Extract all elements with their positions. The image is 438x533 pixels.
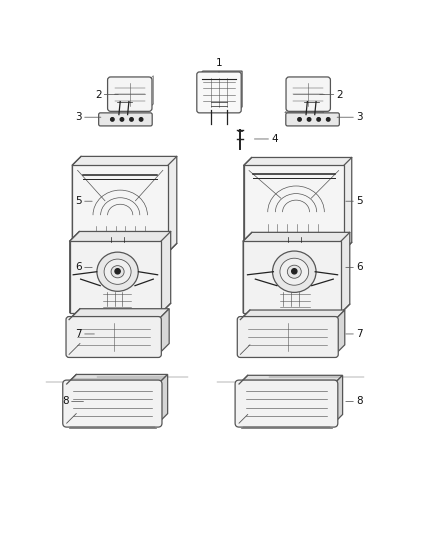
Polygon shape xyxy=(70,241,161,313)
Text: 7: 7 xyxy=(356,329,363,339)
Circle shape xyxy=(317,118,321,121)
Text: 4: 4 xyxy=(271,134,278,144)
Ellipse shape xyxy=(97,252,138,292)
Polygon shape xyxy=(323,80,327,112)
FancyBboxPatch shape xyxy=(63,380,162,427)
Ellipse shape xyxy=(280,258,309,285)
FancyBboxPatch shape xyxy=(108,77,152,111)
FancyBboxPatch shape xyxy=(99,113,152,126)
Text: 5: 5 xyxy=(356,196,363,206)
Polygon shape xyxy=(244,157,352,250)
Circle shape xyxy=(139,118,143,121)
Circle shape xyxy=(326,118,330,121)
Text: 7: 7 xyxy=(75,329,82,339)
Ellipse shape xyxy=(104,259,131,284)
Polygon shape xyxy=(72,156,177,252)
Text: 2: 2 xyxy=(95,90,102,100)
Polygon shape xyxy=(199,71,242,110)
Ellipse shape xyxy=(111,265,124,278)
FancyBboxPatch shape xyxy=(235,380,338,427)
Text: 6: 6 xyxy=(356,262,363,272)
FancyBboxPatch shape xyxy=(237,317,338,358)
Circle shape xyxy=(307,118,311,121)
FancyBboxPatch shape xyxy=(286,77,330,111)
Polygon shape xyxy=(158,375,168,423)
FancyBboxPatch shape xyxy=(197,72,241,113)
Ellipse shape xyxy=(287,265,301,278)
Polygon shape xyxy=(243,232,350,313)
Circle shape xyxy=(298,118,301,121)
Circle shape xyxy=(115,269,120,274)
Polygon shape xyxy=(111,104,153,108)
FancyBboxPatch shape xyxy=(286,113,339,126)
Text: 2: 2 xyxy=(336,90,343,100)
FancyBboxPatch shape xyxy=(66,317,161,358)
Polygon shape xyxy=(335,310,345,354)
Circle shape xyxy=(111,118,114,121)
Polygon shape xyxy=(239,375,343,384)
Circle shape xyxy=(120,118,124,121)
Polygon shape xyxy=(67,375,168,384)
Text: 5: 5 xyxy=(75,196,82,206)
Text: 1: 1 xyxy=(215,59,223,68)
Text: 8: 8 xyxy=(356,397,363,407)
Polygon shape xyxy=(285,108,327,112)
Polygon shape xyxy=(72,165,168,252)
Polygon shape xyxy=(240,310,345,320)
Text: 3: 3 xyxy=(356,112,363,122)
Polygon shape xyxy=(70,231,171,313)
Polygon shape xyxy=(149,76,153,108)
Circle shape xyxy=(130,118,133,121)
Polygon shape xyxy=(158,309,169,354)
Polygon shape xyxy=(244,165,344,250)
Circle shape xyxy=(292,269,297,274)
Polygon shape xyxy=(69,309,169,320)
Polygon shape xyxy=(243,241,341,313)
Ellipse shape xyxy=(272,251,316,293)
Text: 3: 3 xyxy=(75,112,82,122)
Text: 6: 6 xyxy=(75,262,82,272)
Polygon shape xyxy=(334,375,343,423)
Text: 8: 8 xyxy=(62,397,69,407)
